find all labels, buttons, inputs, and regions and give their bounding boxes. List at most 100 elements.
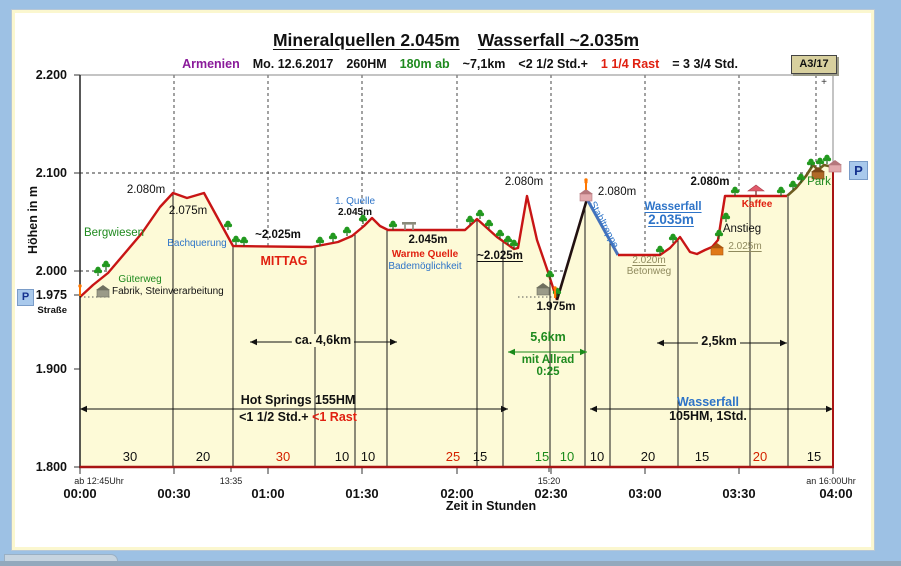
segment-minutes-label: 20	[752, 449, 768, 464]
annotation: 2.025m	[728, 241, 762, 252]
x-tick-label: 03:00	[628, 486, 662, 501]
annotation-part: <1 Rast	[312, 410, 357, 424]
measure-arrow-head	[508, 348, 515, 356]
annotation: Warme Quelle	[391, 249, 459, 260]
tree-icon	[475, 212, 480, 217]
chart-subtitle-part: Armenien	[182, 57, 240, 71]
house-roof-icon	[811, 167, 825, 172]
segment-minutes-label: 10	[334, 449, 350, 464]
chart-subtitle-part: Mo. 12.6.2017	[252, 57, 334, 71]
flame-marker-icon	[78, 284, 82, 288]
tree-icon	[388, 223, 393, 228]
annotation: Park	[807, 176, 831, 188]
x-tick-label: 04:00	[819, 486, 853, 501]
y-tick-label: 1.975	[35, 288, 67, 302]
segment-minutes-label: 10	[360, 449, 376, 464]
tree-icon	[500, 232, 505, 237]
house-roof-icon	[579, 189, 593, 194]
annotation: 105HM, 1Std.	[669, 409, 747, 423]
segment-minutes-label: 15	[694, 449, 710, 464]
tree-icon	[793, 183, 798, 188]
chart-title-part: Wasserfall ~2.035m	[477, 30, 640, 50]
chart-title-part: Mineralquellen 2.045m	[272, 30, 460, 50]
flame-marker-icon	[584, 178, 588, 182]
house-roof-icon	[828, 160, 842, 165]
measure-arrow-head	[657, 339, 664, 347]
annotation: Wasserfall	[644, 201, 702, 213]
x-tick-label: 03:30	[722, 486, 756, 501]
tree-icon	[827, 157, 832, 162]
tree-icon	[320, 239, 325, 244]
measure-arrow-head	[80, 405, 87, 413]
tree-icon	[545, 273, 550, 278]
tree-icon	[347, 229, 352, 234]
tree-icon	[508, 238, 513, 243]
chart-subtitle-part: ~7,1km	[462, 57, 506, 71]
annotation: ca. 4,6km	[291, 333, 355, 348]
measure-arrow-head	[580, 348, 587, 356]
tree-icon	[668, 236, 673, 241]
tree-icon	[101, 263, 106, 268]
tree-icon	[509, 242, 514, 247]
house-roof-icon	[710, 243, 724, 248]
clock-note: 15:20	[537, 476, 561, 486]
tree-icon	[223, 223, 228, 228]
measure-arrow-head	[590, 405, 597, 413]
annotation: Kaffee	[741, 199, 773, 210]
segment-minutes-label: 10	[559, 449, 575, 464]
annotation: MITTAG	[260, 254, 308, 268]
tree-icon	[776, 189, 781, 194]
tree-icon	[806, 161, 811, 166]
y-tick-label: 1.900	[35, 362, 67, 376]
annotation: 2.080m	[597, 186, 637, 198]
tree-icon	[811, 161, 816, 166]
tree-icon	[714, 232, 719, 237]
annotation: 2.075m	[168, 205, 208, 217]
parking-badge: P	[17, 289, 34, 306]
profile-line	[79, 191, 559, 301]
segment-minutes-label: 15	[534, 449, 550, 464]
annotation: Betonweg	[626, 266, 672, 277]
segment-minutes-label: 30	[122, 449, 138, 464]
chart-subtitle-part: = 3 3/4 Std.	[672, 57, 738, 71]
tree-icon	[822, 157, 827, 162]
annotation: Bergwiesen	[83, 227, 145, 239]
y-tick-label: 1.800	[35, 460, 67, 474]
chart-subtitle: Armenien Mo. 12.6.2017 260HM 180m ab ~7,1km <…	[182, 57, 738, 71]
annotation: mit Allrad	[521, 354, 575, 366]
segment-minutes-label: 20	[195, 449, 211, 464]
segment-minutes-label: 10	[589, 449, 605, 464]
tree-icon	[98, 269, 103, 274]
annotation: 5,6km	[530, 330, 566, 344]
profile-area-fill	[80, 165, 833, 467]
tree-icon	[231, 238, 236, 243]
tree-icon	[239, 239, 244, 244]
segment-minutes-label: 30	[275, 449, 291, 464]
chart-subtitle-part: 260HM	[346, 57, 387, 71]
x-tick-label: 00:00	[63, 486, 97, 501]
x-tick-label: 02:00	[440, 486, 474, 501]
tree-icon	[93, 269, 98, 274]
y-tick-label: 2.200	[35, 68, 67, 82]
tree-icon	[730, 189, 735, 194]
x-tick-label: 00:30	[157, 486, 191, 501]
annotation: 1.975m	[536, 301, 576, 313]
measure-arrow-head	[826, 405, 833, 413]
annotation: Stahltreppe	[586, 199, 621, 251]
road-label: Straße	[37, 305, 67, 316]
segment-minutes-label: 15	[806, 449, 822, 464]
annotation: Anstieg	[722, 223, 762, 235]
tree-icon	[480, 212, 485, 217]
annotation: 0:25	[536, 366, 560, 378]
chart-subtitle-part: 180m ab	[399, 57, 450, 71]
annotation: 2.080m	[126, 184, 166, 196]
annotation: ~2.025m	[477, 250, 523, 262]
tree-icon	[735, 189, 740, 194]
tree-icon	[465, 218, 470, 223]
annotation: 2.020m	[632, 255, 666, 266]
annotation: 2.035m	[648, 212, 694, 227]
house-roof-icon	[536, 283, 550, 288]
